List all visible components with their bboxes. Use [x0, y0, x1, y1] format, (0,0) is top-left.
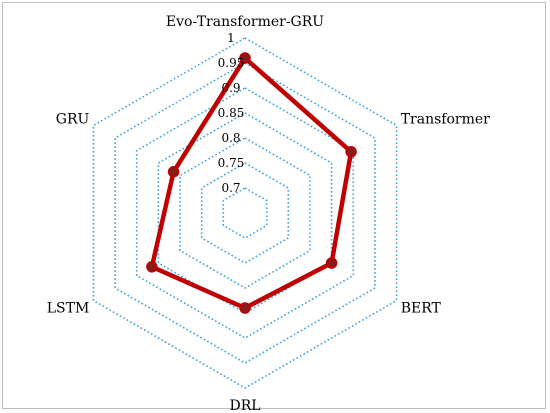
- data-point-transformer: [345, 146, 357, 158]
- tick-label: 0.8: [221, 131, 240, 145]
- category-label-lstm: LSTM: [47, 301, 90, 317]
- tick-label: 0.95: [218, 56, 245, 70]
- data-point-evo-transformer-gru: [239, 52, 251, 64]
- chart-frame: [2, 2, 546, 409]
- series-line: [149, 55, 354, 311]
- grid-ring-5: [114, 62, 376, 364]
- grid-ring-0: [222, 187, 268, 239]
- data-point-bert: [325, 257, 338, 269]
- tick-label: 0.7: [221, 181, 240, 195]
- data-point-drl: [239, 302, 251, 314]
- category-label-gru: GRU: [56, 112, 90, 128]
- radar-grid: [92, 37, 398, 389]
- category-label-bert: BERT: [401, 301, 442, 317]
- tick-label: 0.9: [221, 81, 240, 95]
- data-point-gru: [167, 166, 180, 178]
- grid-ring-6: [92, 37, 398, 389]
- radar-tick-labels: 0.7 0.75 0.8 0.85 0.9 0.95 1: [218, 31, 245, 195]
- radar-category-labels: Evo-Transformer-GRU Transformer BERT DRL LST…: [47, 14, 490, 413]
- grid-ring-2: [179, 137, 311, 289]
- category-label-transformer: Transformer: [401, 112, 490, 128]
- tick-label: 0.75: [218, 156, 245, 170]
- tick-label: 1: [227, 31, 235, 45]
- category-label-evo-transformer-gru: Evo-Transformer-GRU: [166, 14, 324, 30]
- grid-ring-1: [200, 162, 290, 264]
- category-label-drl: DRL: [229, 398, 260, 413]
- tick-label: 0.85: [218, 106, 245, 120]
- radar-series: [146, 52, 357, 314]
- data-point-lstm: [146, 261, 158, 273]
